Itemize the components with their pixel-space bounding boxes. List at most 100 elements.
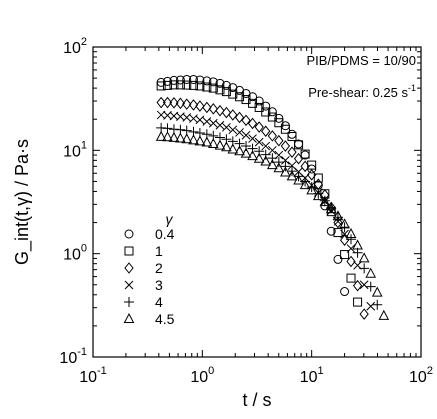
data-point	[280, 161, 291, 172]
data-point	[182, 74, 192, 84]
data-point	[346, 234, 357, 245]
axis-ticks	[92, 46, 422, 358]
tick-exponent: 0	[208, 365, 214, 377]
data-point	[162, 96, 173, 109]
data-point	[202, 117, 212, 126]
data-point	[156, 81, 166, 91]
data-point	[234, 111, 245, 124]
data-point	[339, 222, 350, 233]
data-point	[345, 227, 357, 238]
data-point	[254, 121, 264, 133]
data-point	[313, 173, 323, 183]
y-tick-label: 10-1	[59, 346, 87, 367]
data-point	[273, 157, 284, 168]
data-point	[286, 170, 298, 181]
data-point	[221, 87, 231, 97]
data-point	[181, 133, 193, 144]
legend-label: 4	[155, 294, 163, 310]
data-point	[339, 234, 350, 246]
data-point	[339, 218, 350, 229]
data-point	[359, 263, 370, 274]
data-point	[287, 146, 297, 158]
data-point	[267, 153, 278, 164]
data-point	[280, 166, 291, 177]
y-tick-label: 101	[63, 139, 87, 160]
data-point	[358, 252, 370, 263]
series	[155, 130, 390, 320]
tick-base: 10	[79, 369, 97, 386]
data-point	[215, 104, 225, 117]
data-point	[175, 80, 185, 90]
data-point	[293, 174, 304, 185]
preshear-exponent: -1	[408, 83, 416, 93]
legend-marker	[124, 262, 134, 274]
legend-marker	[124, 229, 134, 239]
data-point	[333, 228, 343, 238]
data-point	[287, 132, 297, 142]
data-point	[371, 286, 383, 297]
data-point	[194, 135, 206, 146]
data-point	[208, 103, 218, 115]
data-point	[253, 152, 265, 163]
data-point	[247, 150, 258, 161]
data-point	[241, 130, 251, 140]
data-point	[332, 210, 344, 221]
data-point	[202, 76, 212, 86]
tick-base: 10	[63, 247, 81, 264]
data-point	[353, 297, 363, 307]
tick-base: 10	[63, 40, 81, 57]
data-point	[215, 78, 225, 88]
data-point	[188, 80, 198, 90]
data-point	[156, 96, 166, 109]
data-point	[182, 98, 192, 110]
preshear-text: Pre-shear: 0.25 s	[308, 85, 408, 100]
tick-exponent: 2	[81, 36, 87, 48]
data-point	[228, 125, 238, 135]
data-point	[261, 125, 271, 138]
data-point	[240, 147, 252, 158]
data-point	[228, 89, 238, 99]
data-point	[254, 96, 264, 106]
legend-title: γ	[166, 211, 174, 227]
data-point	[333, 254, 343, 264]
data-point	[155, 130, 167, 141]
tick-exponent: 1	[318, 365, 324, 377]
data-point	[346, 273, 356, 283]
data-point	[248, 134, 257, 143]
data-point	[202, 101, 212, 114]
data-point	[207, 137, 219, 149]
tick-exponent: 1	[81, 139, 87, 151]
data-point	[169, 80, 179, 90]
data-point	[293, 152, 304, 165]
data-point	[254, 137, 264, 147]
data-point	[208, 118, 218, 128]
data-point	[378, 309, 390, 320]
data-point	[267, 107, 277, 117]
data-point	[267, 130, 277, 142]
data-point	[325, 203, 337, 214]
data-point	[247, 117, 258, 130]
data-point	[340, 287, 350, 297]
data-point	[306, 184, 317, 195]
data-point	[162, 80, 172, 90]
data-point	[280, 140, 291, 152]
data-point	[168, 131, 180, 142]
data-point	[227, 143, 239, 154]
data-point	[319, 196, 331, 207]
data-point	[267, 112, 277, 122]
tick-base: 10	[59, 350, 77, 367]
data-point	[274, 118, 284, 128]
y-tick-label: 102	[63, 36, 87, 57]
data-point	[182, 80, 192, 90]
data-point	[188, 74, 198, 84]
data-point	[307, 168, 317, 181]
data-point	[208, 77, 218, 87]
data-point	[365, 281, 376, 292]
data-point	[188, 134, 199, 145]
data-point	[195, 75, 205, 85]
legend-marker	[124, 280, 134, 290]
series	[156, 96, 369, 320]
data-point	[241, 114, 251, 127]
